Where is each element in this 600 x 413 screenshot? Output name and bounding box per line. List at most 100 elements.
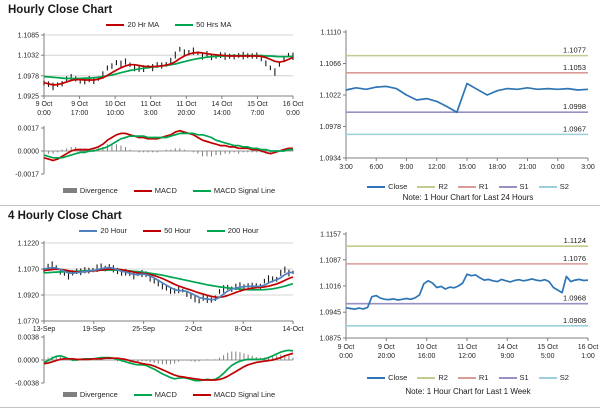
pivot-label-s2: 1.0967 (563, 124, 586, 133)
svg-text:16 Oct: 16 Oct (578, 344, 599, 351)
svg-text:0.0000: 0.0000 (18, 149, 40, 156)
legend-item-macd-signal-line: MACD Signal Line (192, 186, 275, 195)
svg-text:3:00: 3:00 (339, 164, 353, 171)
legend-label: R2 (438, 373, 448, 382)
hourly-price-legend: 20 Hr MA 50 Hrs MA (44, 20, 294, 29)
legend-label: Close (388, 373, 408, 382)
svg-text:3:00: 3:00 (581, 164, 595, 171)
svg-text:1.1087: 1.1087 (320, 257, 342, 264)
legend-label: 200 Hour (227, 226, 259, 235)
legend-bar-swatch-icon (62, 392, 77, 397)
svg-text:0.0000: 0.0000 (18, 358, 40, 365)
legend-label: Divergence (79, 390, 118, 399)
svg-text:15:00: 15:00 (458, 164, 476, 171)
svg-text:19-Sep: 19-Sep (83, 326, 106, 333)
svg-text:1.0978: 1.0978 (18, 73, 40, 80)
svg-text:11 Oct: 11 Oct (141, 101, 161, 108)
svg-text:14 Oct: 14 Oct (497, 344, 518, 351)
svg-text:2-Oct: 2-Oct (185, 326, 202, 333)
svg-text:9 Oct: 9 Oct (71, 101, 88, 108)
legend-line-swatch-icon (133, 189, 152, 192)
legend-item-s2: S2 (538, 373, 569, 382)
svg-text:1.0920: 1.0920 (18, 293, 40, 300)
svg-text:9 Oct: 9 Oct (36, 101, 53, 108)
svg-text:3:00: 3:00 (144, 110, 158, 117)
svg-text:15 Oct: 15 Oct (247, 101, 268, 108)
legend-line-swatch-icon (417, 376, 436, 379)
pivot-label-r2: 1.1124 (564, 236, 586, 245)
legend-line-swatch-icon (367, 185, 386, 188)
h1-week-note: Note: 1 Hour Chart for Last 1 Week (405, 387, 531, 396)
legend-item-close: Close (367, 182, 407, 191)
svg-text:11 Oct: 11 Oct (176, 101, 196, 108)
pivot-label-s1: 1.0968 (563, 294, 586, 303)
four-hourly-chart-title: 4 Hourly Close Chart (8, 210, 122, 222)
legend-line-swatch-icon (106, 23, 125, 26)
svg-text:12:00: 12:00 (458, 353, 476, 360)
four-hourly-macd-chart: 0.0038 0.0000 -0.0038 (15, 335, 294, 388)
svg-text:17:00: 17:00 (71, 110, 89, 117)
hourly-macd-legend: Divergence MACD MACD Signal Line (44, 186, 294, 195)
svg-text:1.0978: 1.0978 (320, 124, 342, 131)
legend-label: R2 (438, 182, 448, 191)
legend-line-swatch-icon (192, 189, 211, 192)
svg-text:0.0017: 0.0017 (18, 126, 40, 133)
legend-item-50-hour: 50 Hour (143, 226, 191, 235)
h1-24-note: Note: 1 Hour Chart for Last 24 Hours (402, 193, 534, 202)
h1-24-legend: Close R2 R1 S1 S2 (346, 182, 590, 191)
h1-week-legend: Close R2 R1 S1 S2 (346, 373, 590, 382)
legend-item-s1: S1 (498, 182, 529, 191)
svg-text:0:00: 0:00 (286, 110, 300, 117)
legend-label: Close (388, 182, 408, 191)
svg-text:1.1157: 1.1157 (320, 232, 341, 239)
svg-text:14-Oct: 14-Oct (282, 326, 303, 333)
legend-item-50-hrs-ma: 50 Hrs MA (175, 20, 232, 29)
legend-label: S1 (519, 373, 529, 382)
legend-label: MACD (154, 186, 177, 195)
svg-text:-0.0038: -0.0038 (15, 381, 39, 388)
legend-item-close: Close (367, 373, 407, 382)
pivot-label-r2: 1.1077 (563, 46, 586, 55)
svg-text:1.0945: 1.0945 (320, 310, 342, 317)
svg-text:13-Sep: 13-Sep (33, 326, 56, 333)
svg-text:0:00: 0:00 (551, 164, 565, 171)
svg-text:1.1220: 1.1220 (18, 241, 40, 248)
legend-label: Divergence (79, 186, 118, 195)
legend-label: 20 Hr MA (127, 20, 160, 29)
svg-text:10 Oct: 10 Oct (416, 344, 437, 351)
svg-text:1.1022: 1.1022 (320, 93, 342, 100)
svg-text:9:00: 9:00 (400, 164, 414, 171)
svg-text:1.0875: 1.0875 (320, 336, 342, 343)
pivot-label-s1: 1.0998 (563, 102, 586, 111)
svg-text:11 Oct: 11 Oct (457, 344, 477, 351)
svg-text:1.0934: 1.0934 (320, 156, 342, 163)
legend-line-swatch-icon (79, 229, 98, 232)
legend-label: S2 (559, 373, 569, 382)
svg-text:1.1032: 1.1032 (18, 53, 40, 60)
svg-text:12:00: 12:00 (428, 164, 446, 171)
legend-item-macd: MACD (133, 186, 177, 195)
svg-text:1.1085: 1.1085 (18, 33, 40, 40)
hourly-macd-chart: 0.0017 0.0000 -0.0017 (15, 126, 294, 179)
legend-line-swatch-icon (498, 185, 517, 188)
svg-text:0:00: 0:00 (339, 353, 353, 360)
legend-bar-swatch-icon (62, 188, 77, 193)
svg-text:7:00: 7:00 (251, 110, 265, 117)
legend-line-swatch-icon (206, 229, 225, 232)
legend-item-divergence: Divergence (62, 186, 118, 195)
svg-text:-0.0017: -0.0017 (15, 172, 39, 179)
legend-item-r1: R1 (457, 182, 489, 191)
legend-item-divergence: Divergence (62, 390, 118, 399)
legend-line-swatch-icon (538, 376, 557, 379)
svg-text:16 Oct: 16 Oct (283, 101, 304, 108)
legend-item-macd: MACD (133, 390, 177, 399)
svg-text:1.1110: 1.1110 (321, 30, 341, 37)
legend-line-swatch-icon (498, 376, 517, 379)
legend-label: MACD Signal Line (213, 390, 276, 399)
svg-text:0.0038: 0.0038 (18, 335, 40, 342)
legend-item-20-hr-ma: 20 Hr MA (106, 20, 159, 29)
svg-text:1:00: 1:00 (581, 353, 595, 360)
